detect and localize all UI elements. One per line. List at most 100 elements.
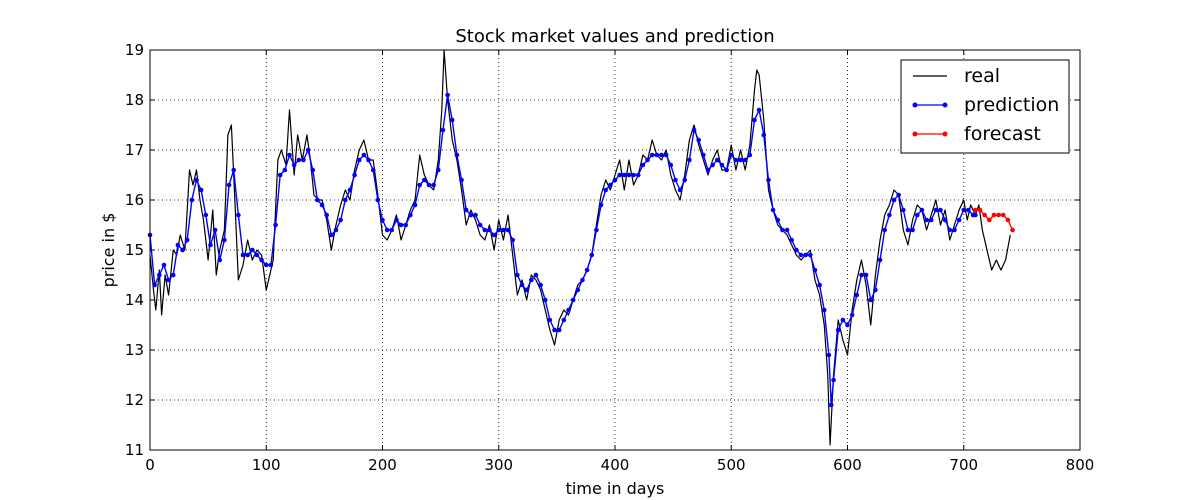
- y-tick-label: 13: [125, 341, 144, 359]
- data-point-prediction: [780, 227, 785, 233]
- data-point-prediction: [380, 217, 385, 223]
- y-tick-label: 14: [125, 291, 144, 309]
- data-point-prediction: [226, 182, 232, 188]
- y-axis-ticks: 11 12 13 14 15 16 17 18 19: [125, 41, 1080, 459]
- data-point-prediction: [835, 327, 841, 333]
- data-point-prediction: [403, 222, 409, 228]
- data-point-prediction: [910, 227, 915, 233]
- data-point-prediction: [798, 252, 804, 258]
- data-point-prediction: [440, 127, 446, 133]
- legend-entry-prediction: prediction: [912, 94, 1059, 116]
- data-point-prediction: [236, 212, 241, 218]
- data-point-prediction: [212, 227, 218, 233]
- data-point-prediction: [454, 152, 460, 158]
- y-tick-label: 18: [125, 91, 144, 109]
- data-point-prediction: [738, 157, 743, 163]
- data-point-prediction: [715, 157, 720, 163]
- data-point-prediction: [640, 162, 646, 168]
- data-point-prediction: [831, 377, 836, 383]
- data-point-prediction: [556, 327, 562, 333]
- data-point-prediction: [194, 177, 199, 183]
- data-point-prediction: [436, 167, 441, 173]
- data-point-prediction: [854, 292, 860, 298]
- data-point-forecast: [973, 207, 978, 213]
- chart-title: Stock market values and prediction: [455, 26, 774, 47]
- data-point-prediction: [589, 252, 595, 258]
- x-tick-label: 0: [145, 456, 155, 474]
- data-point-prediction: [608, 182, 613, 188]
- data-point-prediction: [938, 207, 943, 213]
- data-point-prediction: [431, 182, 436, 188]
- data-point-prediction: [273, 222, 278, 228]
- data-point-prediction: [770, 207, 776, 213]
- data-point-prediction: [882, 227, 887, 233]
- x-tick-label: 600: [833, 456, 862, 474]
- data-point-prediction: [645, 157, 650, 163]
- data-point-prediction: [687, 157, 692, 163]
- data-point-prediction: [245, 252, 250, 258]
- data-point-prediction: [519, 282, 525, 288]
- data-point-prediction: [501, 227, 506, 233]
- data-point-forecast: [991, 212, 997, 218]
- data-point-prediction: [422, 177, 427, 183]
- series-line-real: [149, 49, 1011, 446]
- data-point-prediction: [482, 227, 488, 233]
- data-point-prediction: [305, 147, 311, 153]
- data-point-prediction: [222, 237, 227, 243]
- data-point-prediction: [175, 242, 181, 248]
- legend-label-forecast: forecast: [964, 123, 1041, 145]
- data-point-prediction: [663, 152, 669, 158]
- data-point-prediction: [747, 152, 753, 158]
- data-point-prediction: [389, 227, 395, 233]
- y-tick-label: 17: [125, 141, 144, 159]
- data-point-prediction: [180, 247, 185, 253]
- legend-marker-prediction-left: [912, 102, 918, 108]
- data-point-prediction: [231, 167, 236, 173]
- y-tick-label: 16: [125, 191, 144, 209]
- data-point-prediction: [705, 167, 711, 173]
- legend-label-real: real: [964, 65, 1000, 87]
- data-point-prediction: [859, 272, 864, 278]
- data-point-prediction: [477, 222, 483, 228]
- y-tick-label: 11: [125, 441, 144, 459]
- data-point-prediction: [966, 207, 971, 213]
- data-point-prediction: [696, 137, 701, 143]
- data-point-prediction: [417, 182, 423, 188]
- data-point-prediction: [961, 207, 967, 213]
- data-point-prediction: [352, 172, 357, 178]
- data-point-prediction: [547, 317, 553, 323]
- data-point-prediction: [649, 152, 655, 158]
- data-point-prediction: [463, 207, 469, 213]
- data-point-forecast: [982, 212, 987, 218]
- data-point-prediction: [901, 207, 906, 213]
- legend-marker-forecast-right: [942, 131, 948, 137]
- data-point-prediction: [268, 262, 274, 268]
- data-point-forecast: [1000, 212, 1006, 218]
- data-point-prediction: [752, 117, 757, 123]
- data-point-prediction: [263, 262, 269, 268]
- data-point-prediction: [766, 177, 771, 183]
- data-point-prediction: [552, 327, 557, 333]
- data-point-forecast: [1010, 227, 1015, 233]
- x-tick-label: 700: [949, 456, 978, 474]
- plot-area: [147, 49, 1015, 446]
- data-point-prediction: [347, 187, 353, 193]
- data-point-prediction: [198, 187, 204, 193]
- data-point-forecast: [987, 217, 992, 223]
- y-tick-label: 12: [125, 391, 144, 409]
- data-point-prediction: [863, 272, 869, 278]
- data-point-prediction: [329, 232, 334, 238]
- data-point-prediction: [724, 167, 729, 173]
- x-tick-label: 800: [1066, 456, 1095, 474]
- data-point-prediction: [673, 177, 678, 183]
- data-point-prediction: [682, 177, 688, 183]
- data-point-prediction: [510, 237, 515, 243]
- data-point-prediction: [626, 172, 632, 178]
- data-point-prediction: [533, 272, 539, 278]
- data-point-prediction: [491, 232, 497, 238]
- data-point-prediction: [496, 227, 502, 233]
- data-point-prediction: [217, 257, 223, 263]
- data-point-prediction: [487, 227, 492, 233]
